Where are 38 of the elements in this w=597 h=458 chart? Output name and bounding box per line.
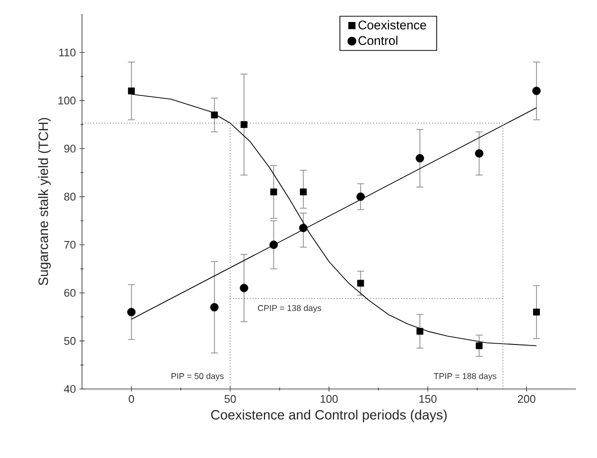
point xyxy=(357,280,364,287)
x-axis-title: Coexistence and Control periods (days) xyxy=(211,410,447,422)
point xyxy=(270,188,278,196)
x-tick-label: 0 xyxy=(128,395,134,403)
point xyxy=(476,342,483,350)
legend-label: Control xyxy=(358,36,398,46)
ref-line-label: PIP = 50 days xyxy=(172,372,224,381)
point xyxy=(533,308,540,316)
x-tick-label: 200 xyxy=(518,395,536,403)
y-tick-label: 60 xyxy=(64,288,76,297)
y-tick-label: 90 xyxy=(64,144,76,153)
point xyxy=(210,112,218,118)
point xyxy=(300,188,307,196)
point xyxy=(299,224,308,232)
x-tick-label: 150 xyxy=(419,395,437,403)
point xyxy=(127,308,136,316)
point xyxy=(356,192,365,201)
point xyxy=(416,154,424,162)
point xyxy=(416,328,424,335)
point xyxy=(128,88,135,94)
point xyxy=(269,240,278,249)
y-tick-label: 100 xyxy=(58,96,76,104)
point xyxy=(474,149,484,158)
annotation: CPIP = 138 days xyxy=(258,304,322,313)
legend-label: Coexistence xyxy=(358,20,426,30)
y-tick-label: 40 xyxy=(64,385,76,393)
point xyxy=(240,121,248,128)
y-tick-label: 70 xyxy=(64,240,76,249)
x-tick-label: 50 xyxy=(224,395,236,403)
ref-line-label: TPIP = 188 days xyxy=(434,372,496,381)
y-axis-title: Sugarcane stalk yield (TCH) xyxy=(38,118,51,286)
point xyxy=(210,303,219,312)
y-tick-label: 50 xyxy=(64,337,76,345)
point xyxy=(240,284,248,292)
y-tick-label: 80 xyxy=(64,192,76,201)
point xyxy=(532,86,541,96)
x-tick-label: 100 xyxy=(320,395,338,403)
y-tick-label: 110 xyxy=(59,48,76,56)
